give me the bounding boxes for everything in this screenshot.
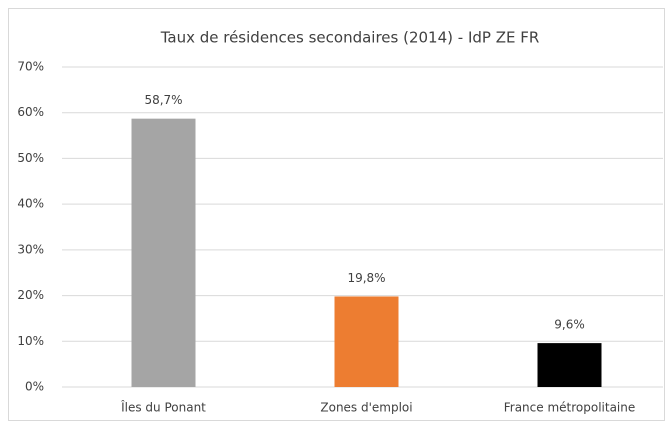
x-tick-label: France métropolitaine: [504, 401, 636, 415]
y-tick-label: 0%: [25, 380, 44, 394]
y-tick-label: 70%: [17, 60, 44, 74]
data-label: 19,8%: [347, 271, 385, 285]
y-tick-label: 20%: [17, 288, 44, 302]
y-tick-label: 30%: [17, 242, 44, 256]
x-tick-label: Zones d'emploi: [320, 401, 412, 415]
y-tick-label: 50%: [17, 151, 44, 165]
chart-title: Taux de résidences secondaires (2014) - …: [160, 29, 540, 47]
y-tick-label: 40%: [17, 197, 44, 211]
bar: [131, 118, 196, 388]
data-label: 58,7%: [144, 93, 182, 107]
data-label: 9,6%: [554, 318, 585, 332]
x-tick-label: Îles du Ponant: [120, 400, 206, 415]
y-tick-label: 10%: [17, 334, 44, 348]
y-tick-label: 60%: [17, 105, 44, 119]
bar: [537, 343, 602, 387]
bar: [334, 296, 399, 387]
